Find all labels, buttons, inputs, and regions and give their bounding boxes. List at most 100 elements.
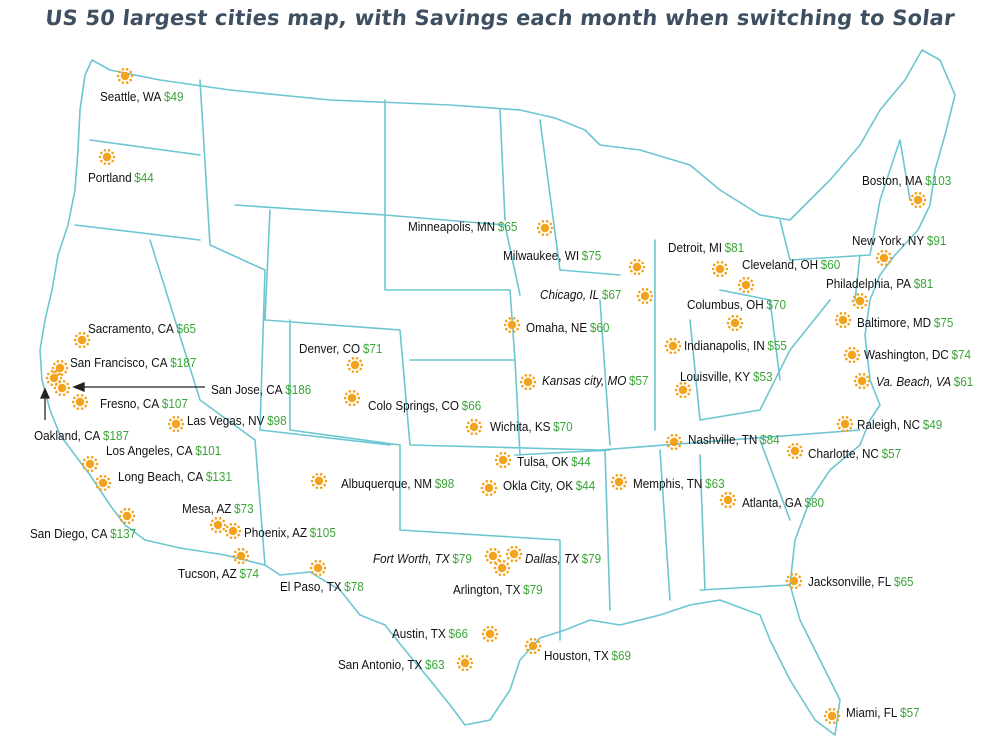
sun-icon	[503, 317, 521, 333]
sun-icon	[309, 560, 327, 576]
city-label-miami-fl: Miami, FL $57	[846, 705, 920, 720]
savings-amount: $71	[362, 341, 383, 356]
city-name: Dallas, TX	[525, 551, 579, 566]
sun-icon	[524, 638, 542, 654]
savings-amount: $91	[926, 233, 947, 248]
savings-amount: $49	[164, 89, 184, 104]
sun-icon	[785, 573, 803, 589]
city-label-nashville-tn: Nashville, TN $84	[688, 432, 780, 447]
savings-amount: $60	[589, 320, 610, 335]
sun-icon	[628, 259, 646, 275]
sun-icon	[711, 261, 729, 277]
city-name: San Antonio, TX	[338, 657, 423, 672]
city-label-va-beach-va: Va. Beach, VA $61	[876, 374, 973, 389]
city-label-minneapolis-mn: Minneapolis, MN $65	[408, 219, 517, 234]
city-label-denver-co: Denver, CO $71	[299, 341, 382, 356]
savings-amount: $79	[523, 582, 543, 597]
city-label-indianapolis-in: Indianapolis, IN $55	[684, 338, 787, 353]
savings-amount: $49	[922, 417, 943, 432]
savings-amount: $78	[344, 579, 364, 594]
city-name: Philadelphia, PA	[826, 276, 911, 291]
city-name: Omaha, NE	[526, 320, 588, 335]
city-name: Memphis, TN	[633, 476, 703, 491]
city-name: Columbus, OH	[687, 297, 764, 312]
city-label-kansas-city-mo: Kansas city, MO $57	[542, 373, 649, 388]
savings-amount: $131	[205, 469, 232, 484]
city-name: Va. Beach, VA	[876, 374, 952, 389]
sun-icon	[843, 347, 861, 363]
city-label-detroit-mi: Detroit, MI $81	[668, 240, 744, 255]
city-label-mesa-az: Mesa, AZ $73	[182, 501, 254, 516]
city-name: Long Beach, CA	[118, 469, 204, 484]
sun-icon	[118, 508, 136, 524]
us-outline	[39, 49, 956, 736]
sun-icon	[45, 370, 63, 386]
savings-amount: $101	[195, 443, 222, 458]
state-borders	[74, 79, 911, 641]
sun-icon	[484, 548, 502, 564]
city-name: Albuquerque, NM	[341, 476, 433, 491]
city-label-cleveland-oh: Cleveland, OH $60	[742, 257, 840, 272]
city-name: Detroit, MI	[668, 240, 722, 255]
city-label-seattle-wa: Seattle, WA $49	[100, 89, 184, 104]
savings-amount: $65	[176, 321, 197, 336]
sun-icon	[786, 443, 804, 459]
city-label-phoenix-az: Phoenix, AZ $105	[244, 525, 336, 540]
savings-amount: $98	[434, 476, 455, 491]
city-label-washington-dc: Washington, DC $74	[864, 347, 971, 362]
city-label-louisville-ky: Louisville, KY $53	[680, 369, 772, 384]
sun-icon	[853, 373, 871, 389]
city-label-philadelphia-pa: Philadelphia, PA $81	[826, 276, 933, 291]
city-label-jacksonville-fl: Jacksonville, FL $65	[808, 574, 913, 589]
savings-amount: $75	[933, 315, 954, 330]
sun-icon	[310, 473, 328, 489]
city-name: Chicago, IL	[540, 287, 600, 302]
savings-amount: $187	[103, 428, 130, 443]
savings-amount: $63	[705, 476, 725, 491]
city-label-san-francisco-ca: San Francisco, CA $187	[70, 355, 196, 370]
sun-icon	[836, 416, 854, 432]
sun-icon	[851, 293, 869, 309]
city-label-baltimore-md: Baltimore, MD $75	[857, 315, 953, 330]
city-name: Baltimore, MD	[857, 315, 932, 330]
savings-amount: $186	[285, 382, 312, 397]
savings-amount: $44	[575, 478, 596, 493]
city-label-el-paso-tx: El Paso, TX $78	[280, 579, 364, 594]
city-label-oakland-ca: Oakland, CA $187	[34, 428, 129, 443]
city-label-charlotte-nc: Charlotte, NC $57	[808, 446, 901, 461]
city-name: Wichita, KS	[490, 419, 551, 434]
city-label-fort-worth-tx: Fort Worth, TX $79	[373, 551, 472, 566]
pointer-arrows	[39, 382, 205, 420]
city-label-arlington-tx: Arlington, TX $79	[453, 582, 543, 597]
sun-icon	[505, 546, 523, 562]
savings-amount: $75	[581, 248, 602, 263]
sun-icon	[232, 548, 250, 564]
sun-icon	[167, 416, 185, 432]
sun-icon	[81, 456, 99, 472]
city-name: San Francisco, CA	[70, 355, 168, 370]
city-label-new-york-ny: New York, NY $91	[852, 233, 946, 248]
sun-icon	[94, 475, 112, 491]
sun-icon	[71, 394, 89, 410]
savings-amount: $81	[913, 276, 934, 291]
city-label-memphis-tn: Memphis, TN $63	[633, 476, 725, 491]
city-label-san-jose-ca: San Jose, CA $186	[211, 382, 311, 397]
city-name: Tulsa, OK	[517, 454, 569, 469]
city-label-milwaukee-wi: Milwaukee, WI $75	[503, 248, 601, 263]
city-label-sacramento-ca: Sacramento, CA $65	[88, 321, 196, 336]
sun-icon	[53, 380, 71, 396]
sun-icon	[481, 626, 499, 642]
city-label-raleigh-nc: Raleigh, NC $49	[857, 417, 942, 432]
sun-icon	[346, 357, 364, 373]
city-name: Nashville, TN	[688, 432, 758, 447]
city-name: Colo Springs, CO	[368, 398, 460, 413]
savings-amount: $107	[161, 396, 188, 411]
savings-amount: $187	[170, 355, 197, 370]
sun-icon	[834, 312, 852, 328]
savings-amount: $61	[953, 374, 974, 389]
sun-icon	[664, 338, 682, 354]
savings-amount: $70	[553, 419, 573, 434]
city-label-colo-springs-co: Colo Springs, CO $66	[368, 398, 481, 413]
sun-icon	[909, 192, 927, 208]
